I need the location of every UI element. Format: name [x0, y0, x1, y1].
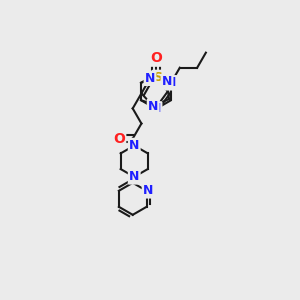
- Text: N: N: [148, 100, 158, 113]
- Text: N: N: [129, 139, 140, 152]
- Text: O: O: [150, 51, 162, 65]
- Text: N: N: [166, 76, 176, 89]
- Text: S: S: [153, 71, 162, 84]
- Text: N: N: [151, 102, 161, 116]
- Text: N: N: [143, 184, 153, 197]
- Text: N: N: [145, 72, 155, 85]
- Text: N: N: [129, 170, 140, 183]
- Text: O: O: [113, 132, 125, 145]
- Text: N: N: [162, 75, 172, 88]
